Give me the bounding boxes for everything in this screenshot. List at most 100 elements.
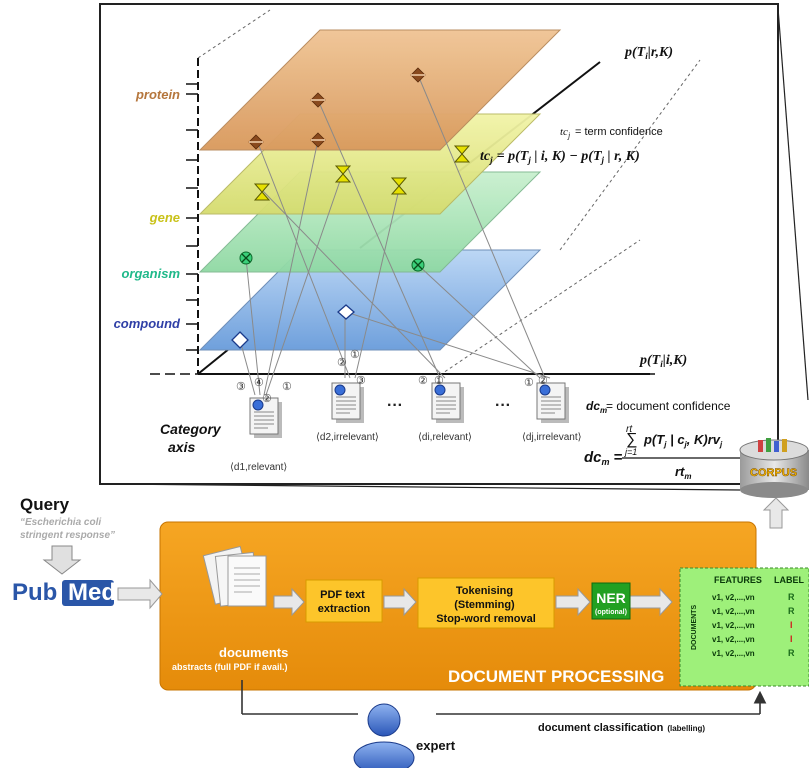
corpus-cylinder-icon: [739, 438, 809, 498]
query-text: “Escherichia coli stringent response”: [20, 517, 115, 541]
ner-step: [591, 582, 631, 620]
organism-term-icon: [411, 258, 425, 272]
documents-sublabel: abstracts (full PDF if avail.): [172, 662, 288, 672]
svg-text:Pub: Pub: [12, 579, 57, 606]
svg-text:Med: Med: [68, 579, 116, 606]
category-label-compound: compound: [114, 316, 181, 331]
svg-text:①: ①: [282, 381, 292, 393]
protein-term-icon: [248, 134, 264, 150]
category-labels: protein gene organism compound: [114, 87, 181, 331]
document-labels: ⟨d1,relevant⟩ ⟨d2,irrelevant⟩ ⟨di,releva…: [230, 432, 582, 473]
feature-label: R: [788, 606, 795, 616]
compound-term-icon: [231, 331, 249, 349]
gene-term-icon: [390, 177, 408, 195]
tokenising-label: Tokenising: [456, 585, 513, 597]
document-confidence-block: dcm = document confidence dcm = rt ∑ j=1 …: [584, 399, 760, 481]
document-icon: [331, 382, 364, 423]
flow-arrows: [117, 497, 790, 617]
svg-text:DOCUMENTS: DOCUMENTS: [691, 605, 698, 650]
protein-term-icon: [310, 132, 326, 148]
gene-term-icon: [334, 165, 352, 183]
document-label: ⟨di,relevant⟩: [418, 432, 472, 443]
svg-text:rt: rt: [626, 424, 633, 435]
term-confidence-block: tcj = term confidence tcj = p(Tj | i, K) …: [480, 126, 663, 165]
ner-sub: (optional): [595, 609, 627, 616]
feature-row: v1, v2,...,vn: [712, 593, 755, 602]
svg-text:tcj= p(Tj | i, K) − p(Tj | r,: tcj = p(Tj | i, K) − p(Tj | r, K): [480, 149, 640, 165]
document-label: ⟨d2,irrelevant⟩: [316, 432, 379, 443]
classification-label: document classification (labelling): [538, 722, 705, 734]
query-title: Query: [20, 495, 70, 514]
svg-text:∑: ∑: [626, 431, 637, 448]
pdf-extraction-step: [305, 579, 383, 623]
document-icon: [431, 382, 464, 423]
compound-term-icon: [337, 304, 355, 320]
document-icon: [249, 397, 282, 438]
svg-text:tcj: tcj: [560, 126, 571, 140]
category-label-protein: protein: [135, 87, 180, 102]
feature-label: I: [790, 634, 793, 644]
ellipsis: ···: [387, 397, 403, 414]
svg-text:FEATURES: FEATURES: [714, 575, 762, 585]
feature-row: v1, v2,...,vn: [712, 649, 755, 658]
plane-compound: [198, 249, 542, 351]
pdf-step-label: PDF text: [320, 589, 365, 601]
svg-text:①: ①: [350, 349, 360, 361]
link-markers: ③ ④ ② ① ② ① ③ ② ① ① ②: [236, 349, 548, 405]
plane-protein: [198, 29, 562, 151]
documents-label: documents: [219, 645, 288, 660]
feature-label: R: [788, 592, 795, 602]
compound-terms: [231, 304, 355, 349]
category-label-gene: gene: [149, 210, 180, 225]
expert-person-icon: [353, 703, 415, 773]
protein-term-icon: [310, 92, 326, 108]
document-label: ⟨dj,irrelevant⟩: [522, 432, 582, 443]
category-axis-title: Category axis: [160, 421, 225, 455]
document-label: ⟨d1,relevant⟩: [230, 462, 287, 473]
gene-terms: [253, 145, 471, 201]
svg-text:dcm=: dcm =: [584, 449, 623, 467]
svg-text:②: ②: [262, 393, 272, 405]
feature-row: v1, v2,...,vn: [712, 635, 755, 644]
pdf-step-label: extraction: [318, 603, 371, 615]
p-irrelevant-formula: p(Ti|i,K): [639, 353, 687, 369]
feature-row: v1, v2,...,vn: [712, 621, 755, 630]
document-stack-icon: [202, 545, 267, 607]
svg-text:③: ③: [356, 375, 366, 387]
svg-text:①: ①: [524, 377, 534, 389]
feature-table: FEATURES LABEL DOCUMENTS v1, v2,...,vn v…: [679, 567, 809, 687]
gene-term-icon: [453, 145, 471, 163]
processing-banner: DOCUMENT PROCESSING: [448, 667, 664, 686]
svg-text:④: ④: [254, 377, 264, 389]
svg-text:dcm: dcm: [586, 399, 607, 415]
protein-terms: [248, 67, 426, 150]
svg-text:Tokenising (Stemming): Tokenising (Stemming) Stop-word removal: [436, 585, 536, 625]
feature-row: v1, v2,...,vn: [712, 607, 755, 616]
svg-text:②: ②: [538, 375, 548, 387]
query-down-arrow: [42, 545, 82, 575]
svg-text:③: ③: [236, 381, 246, 393]
corpus-label: CORPUS: [750, 467, 797, 479]
document-icon: [536, 382, 569, 423]
organism-terms: [239, 251, 425, 272]
pubmed-logo: Pub Med: [12, 579, 116, 606]
document-icons: [249, 382, 569, 438]
svg-text:= term confidence: = term confidence: [575, 126, 663, 138]
dashed-guides: [197, 9, 701, 376]
term-links: [239, 74, 551, 396]
organism-term-icon: [239, 251, 253, 265]
svg-text:rtm: rtm: [675, 464, 692, 481]
svg-text:②: ②: [337, 357, 347, 369]
tokenising-label: Stop-word removal: [436, 613, 536, 625]
svg-text:LABEL: LABEL: [774, 575, 804, 585]
axis-ticks: [186, 83, 198, 351]
svg-text:①: ①: [434, 375, 444, 387]
protein-term-icon: [410, 67, 426, 83]
svg-text:j=1: j=1: [624, 447, 637, 457]
tokenising-label: (Stemming): [454, 599, 515, 611]
feature-label: I: [790, 620, 793, 630]
ner-title: NER: [596, 590, 626, 606]
category-label-organism: organism: [121, 266, 180, 281]
feature-label: R: [788, 648, 795, 658]
ellipsis: ···: [495, 397, 511, 414]
